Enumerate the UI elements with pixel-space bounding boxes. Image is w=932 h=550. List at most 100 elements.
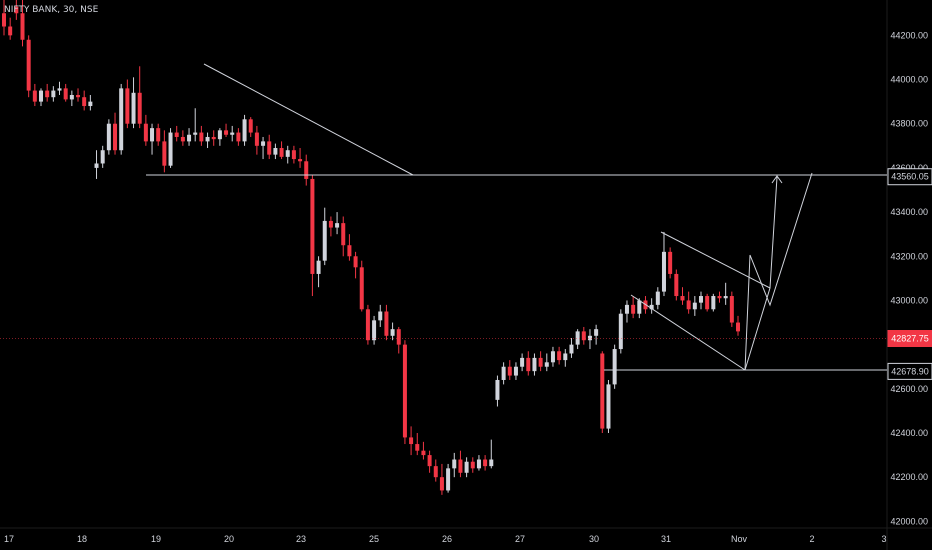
candle[interactable] xyxy=(427,450,432,473)
candle[interactable] xyxy=(446,463,451,493)
candle[interactable] xyxy=(384,304,389,341)
candle[interactable] xyxy=(618,309,623,354)
candle[interactable] xyxy=(156,123,161,146)
candle[interactable] xyxy=(63,83,68,102)
candle[interactable] xyxy=(32,83,37,107)
candle[interactable] xyxy=(680,287,685,305)
candle[interactable] xyxy=(341,216,346,257)
candle[interactable] xyxy=(390,322,395,341)
candle[interactable] xyxy=(143,114,148,146)
candle[interactable] xyxy=(285,145,290,164)
candle[interactable] xyxy=(452,452,457,478)
candle[interactable] xyxy=(421,441,426,460)
candle[interactable] xyxy=(396,326,401,354)
candle[interactable] xyxy=(655,287,660,310)
candle[interactable] xyxy=(328,216,333,237)
candle[interactable] xyxy=(402,340,407,445)
candle[interactable] xyxy=(26,35,31,98)
candle[interactable] xyxy=(316,256,321,288)
candle[interactable] xyxy=(224,123,229,137)
candle[interactable] xyxy=(507,360,512,380)
candle[interactable] xyxy=(162,130,167,173)
candle[interactable] xyxy=(476,455,481,471)
candle[interactable] xyxy=(20,0,25,47)
candle[interactable] xyxy=(495,375,500,407)
candle[interactable] xyxy=(39,88,44,107)
candle[interactable] xyxy=(550,346,555,367)
candle[interactable] xyxy=(205,132,210,149)
candle[interactable] xyxy=(581,326,586,345)
candle[interactable] xyxy=(637,298,642,319)
candle[interactable] xyxy=(365,304,370,345)
candle[interactable] xyxy=(137,66,142,129)
candle[interactable] xyxy=(674,269,679,301)
candle[interactable] xyxy=(483,455,488,471)
candle[interactable] xyxy=(563,349,568,367)
candle[interactable] xyxy=(557,346,562,365)
candle[interactable] xyxy=(538,351,543,372)
candle[interactable] xyxy=(594,324,599,345)
candle[interactable] xyxy=(45,83,50,102)
candle[interactable] xyxy=(692,296,697,316)
candle[interactable] xyxy=(464,457,469,478)
candle[interactable] xyxy=(513,362,518,380)
candle[interactable] xyxy=(248,117,253,137)
candle[interactable] xyxy=(69,90,74,107)
candle[interactable] xyxy=(291,145,296,164)
candle[interactable] xyxy=(489,439,494,469)
candle[interactable] xyxy=(624,300,629,323)
candle[interactable] xyxy=(14,0,19,20)
candle[interactable] xyxy=(106,119,111,155)
candle[interactable] xyxy=(267,134,272,160)
candle[interactable] xyxy=(409,426,414,456)
candle[interactable] xyxy=(649,298,654,314)
candle[interactable] xyxy=(439,463,444,495)
candle[interactable] xyxy=(544,353,549,372)
candle[interactable] xyxy=(82,90,87,111)
falling-channel-lower[interactable] xyxy=(630,294,746,371)
candle[interactable] xyxy=(187,128,192,146)
candle[interactable] xyxy=(433,459,438,482)
candle[interactable] xyxy=(335,212,340,235)
candle[interactable] xyxy=(180,130,185,146)
candle[interactable] xyxy=(378,304,383,327)
candle[interactable] xyxy=(217,128,222,146)
projected-path-line-a[interactable] xyxy=(744,176,778,371)
candle[interactable] xyxy=(501,362,506,385)
candle[interactable] xyxy=(698,291,703,310)
candle[interactable] xyxy=(587,329,592,350)
candle[interactable] xyxy=(705,293,710,312)
candle[interactable] xyxy=(723,282,728,305)
candle[interactable] xyxy=(230,125,235,142)
candle[interactable] xyxy=(631,296,636,319)
candle[interactable] xyxy=(526,351,531,376)
candle[interactable] xyxy=(359,260,364,312)
candle[interactable] xyxy=(211,130,216,146)
candle[interactable] xyxy=(600,351,605,434)
candle[interactable] xyxy=(174,125,179,142)
candle[interactable] xyxy=(717,291,722,303)
candle[interactable] xyxy=(2,0,6,36)
falling-channel-upper[interactable] xyxy=(660,231,771,289)
trendline-drawings[interactable] xyxy=(146,63,887,371)
candle[interactable] xyxy=(661,231,666,297)
candle[interactable] xyxy=(304,154,309,186)
candle[interactable] xyxy=(711,293,716,312)
candle[interactable] xyxy=(100,145,105,168)
candle[interactable] xyxy=(131,77,136,129)
downtrend-line[interactable] xyxy=(203,63,414,176)
candle[interactable] xyxy=(569,338,574,358)
candle[interactable] xyxy=(729,291,734,327)
projected-path-line-b[interactable] xyxy=(744,172,813,371)
candle[interactable] xyxy=(57,81,62,95)
candle[interactable] xyxy=(76,88,81,102)
candle[interactable] xyxy=(298,148,303,168)
candle[interactable] xyxy=(606,379,611,434)
candle[interactable] xyxy=(322,207,327,266)
candle[interactable] xyxy=(254,125,259,155)
candle[interactable] xyxy=(612,344,617,389)
candle[interactable] xyxy=(94,150,99,179)
candle[interactable] xyxy=(273,143,278,160)
candle[interactable] xyxy=(686,291,691,314)
